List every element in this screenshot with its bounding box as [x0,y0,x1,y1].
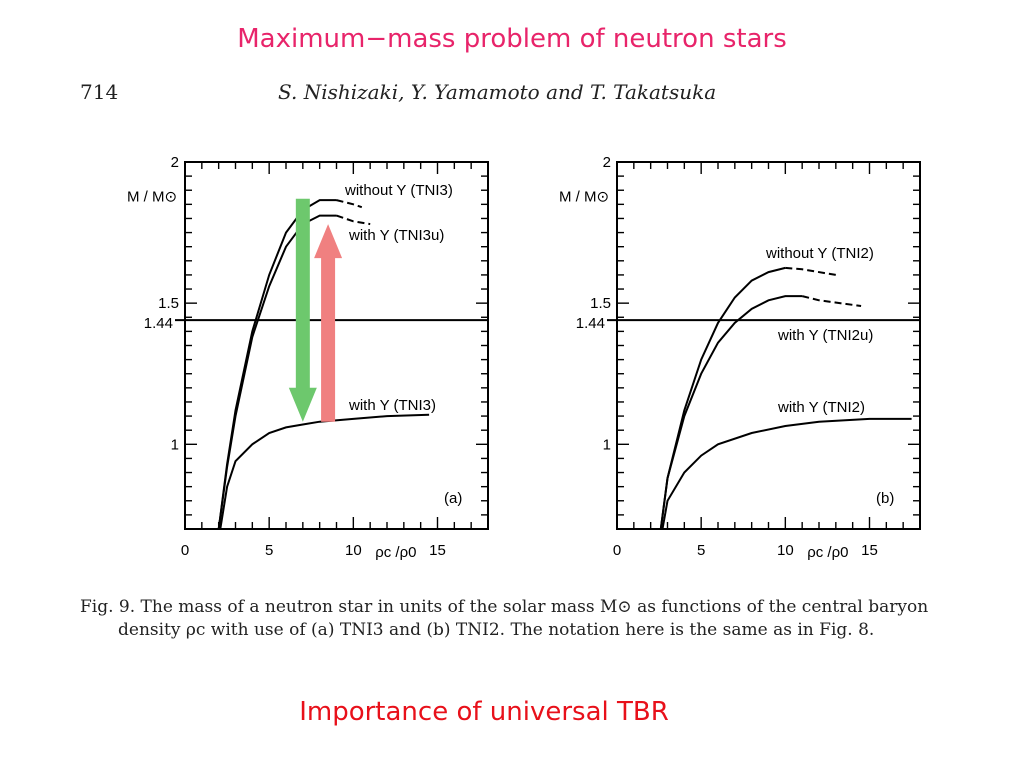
reference-line-label: 1.44 [576,315,605,332]
series-line [217,214,337,530]
y-axis-label: M / M⊙ [559,189,609,206]
series-line-dashed [336,199,363,209]
x-axis-label: ρc /ρ0 [807,544,848,561]
y-tick-label: 2 [603,154,611,171]
x-tick-label: 0 [613,542,621,559]
figure-caption: Fig. 9. The mass of a neutron star in un… [80,596,960,642]
series-label: with Y (TNI3u) [348,227,444,244]
panel-label: (a) [444,490,462,507]
x-tick-label: 5 [265,542,273,559]
x-axis-label: ρc /ρ0 [375,544,416,561]
plot-frame [616,161,921,530]
page-number: 714 [80,80,119,104]
x-tick-label: 15 [861,542,878,559]
panel-a: 0 5 10 15 1 1.5 2 M / M⊙ ρc /ρ0 1.44 without Y (TN… [127,154,489,561]
x-tick-label: 10 [777,542,794,559]
caption-line-2: density ρc with use of (a) TNI3 and (b) … [118,620,875,640]
reference-line-label: 1.44 [144,315,173,332]
series-label: without Y (TNI2) [765,245,874,262]
caption-line-1: Fig. 9. The mass of a neutron star in un… [80,597,929,617]
x-tick-label: 5 [697,542,705,559]
y-tick-label: 1 [603,436,611,453]
series-line-dashed [801,295,862,307]
series-label: with Y (TNI3) [348,397,436,414]
series-line [659,295,803,530]
arrow-up [314,224,343,422]
y-tick-label: 2 [171,154,179,171]
arrow-down [288,198,317,422]
series-line [219,413,430,530]
y-tick-label: 1 [171,436,179,453]
slide-footer: Importance of universal TBR [299,697,669,727]
panel-b: 0 5 10 15 1 1.5 2 M / M⊙ ρc /ρ0 1.44 without Y (TN… [559,154,921,561]
y-tick-label: 1.5 [590,295,611,312]
x-tick-label: 0 [181,542,189,559]
x-tick-label: 15 [429,542,446,559]
series-line [659,266,786,530]
series-line-dashed [785,266,836,276]
series-label: with Y (TNI2u) [777,327,873,344]
series-label: with Y (TNI2) [777,399,865,416]
y-tick-label: 1.5 [158,295,179,312]
series-line [661,417,912,530]
series-label: without Y (TNI3) [344,182,453,199]
slide-title: Maximum−mass problem of neutron stars [237,24,787,54]
y-axis-label: M / M⊙ [127,189,177,206]
panel-label: (b) [876,490,894,507]
x-tick-label: 10 [345,542,362,559]
paper-authors: S. Nishizaki, Y. Yamamoto and T. Takatsu… [278,80,717,104]
series-line-dashed [336,214,371,226]
